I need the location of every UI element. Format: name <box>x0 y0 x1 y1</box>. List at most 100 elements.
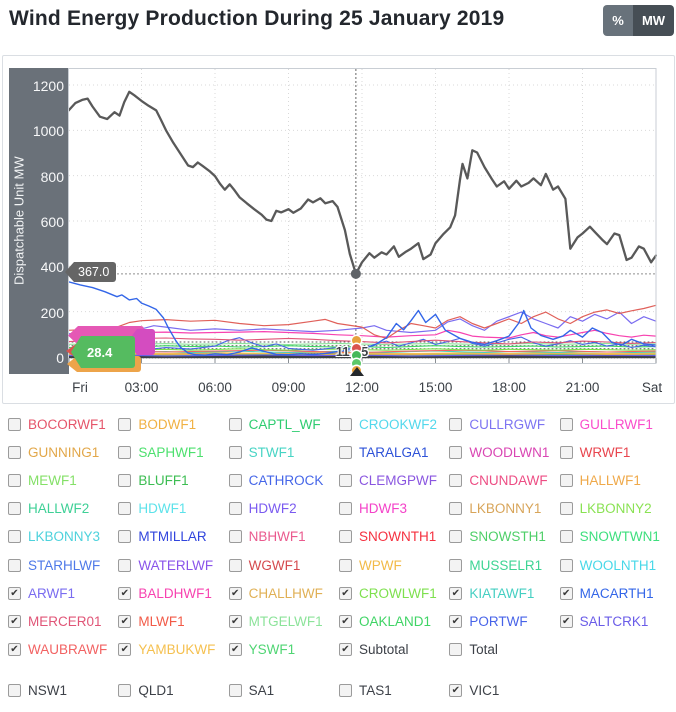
checkbox-HALLWF2[interactable] <box>8 502 21 516</box>
checkbox-SNOWSTH1[interactable] <box>449 530 463 544</box>
legend-item-CHALLHWF[interactable]: ✔ CHALLHWF <box>228 586 339 601</box>
legend-item-CAPTL_WF[interactable]: CAPTL_WF <box>228 417 339 432</box>
legend-item-SNOWNTH1[interactable]: SNOWNTH1 <box>339 529 449 544</box>
legend-item-YSWF1[interactable]: ✔ YSWF1 <box>228 642 339 657</box>
checkbox-TARALGA1[interactable] <box>339 445 352 459</box>
legend-item-TAS1[interactable]: TAS1 <box>339 683 449 698</box>
legend-item-WPWF[interactable]: WPWF <box>339 558 449 573</box>
checkbox-HDWF3[interactable] <box>339 502 352 516</box>
checkbox-BLUFF1[interactable] <box>118 473 132 487</box>
checkbox-VIC1[interactable]: ✔ <box>449 683 463 697</box>
checkbox-STWF1[interactable] <box>228 445 242 459</box>
legend-item-HDWF1[interactable]: HDWF1 <box>118 501 228 516</box>
legend-item-NBHWF1[interactable]: NBHWF1 <box>228 529 339 544</box>
plot-svg[interactable] <box>68 68 657 374</box>
checkbox-WATERLWF[interactable] <box>118 558 132 572</box>
checkbox-WGWF1[interactable] <box>228 558 242 572</box>
legend-item-QLD1[interactable]: QLD1 <box>118 683 228 698</box>
legend-item-STARHLWF[interactable]: STARHLWF <box>8 558 118 573</box>
checkbox-MLWF1[interactable]: ✔ <box>118 614 132 628</box>
checkbox-YSWF1[interactable]: ✔ <box>228 643 242 657</box>
legend-item-WATERLWF[interactable]: WATERLWF <box>118 558 228 573</box>
legend-item-YAMBUKWF[interactable]: ✔ YAMBUKWF <box>118 642 228 657</box>
checkbox-SA1[interactable] <box>228 683 242 697</box>
checkbox-CULLRGWF[interactable] <box>449 417 463 431</box>
checkbox-MTMILLAR[interactable] <box>118 530 132 544</box>
legend-item-CROWLWF1[interactable]: ✔ CROWLWF1 <box>339 586 449 601</box>
legend-item-MEWF1[interactable]: MEWF1 <box>8 473 118 488</box>
legend-item-CLEMGPWF[interactable]: CLEMGPWF <box>339 473 449 488</box>
legend-item-MUSSELR1[interactable]: MUSSELR1 <box>449 558 559 573</box>
legend-item-SA1[interactable]: SA1 <box>228 683 339 698</box>
legend-item-MERCER01[interactable]: ✔ MERCER01 <box>8 614 118 629</box>
legend-item-TARALGA1[interactable]: TARALGA1 <box>339 445 449 460</box>
checkbox-YAMBUKWF[interactable]: ✔ <box>118 643 132 657</box>
checkbox-SAPHWF1[interactable] <box>118 445 132 459</box>
checkbox-BOCORWF1[interactable] <box>8 417 21 431</box>
checkbox-BODWF1[interactable] <box>118 417 132 431</box>
checkbox-CLEMGPWF[interactable] <box>339 473 352 487</box>
legend-item-WAUBRAWF[interactable]: ✔ WAUBRAWF <box>8 642 118 657</box>
legend-item-HDWF3[interactable]: HDWF3 <box>339 501 449 516</box>
legend-item-LKBONNY2[interactable]: LKBONNY2 <box>559 501 670 516</box>
legend-item-PORTWF[interactable]: ✔ PORTWF <box>449 614 559 629</box>
legend-item-MTMILLAR[interactable]: MTMILLAR <box>118 529 228 544</box>
checkbox-ARWF1[interactable]: ✔ <box>8 586 21 600</box>
checkbox-CROOKWF2[interactable] <box>339 417 352 431</box>
legend-item-CULLRGWF[interactable]: CULLRGWF <box>449 417 559 432</box>
legend-item-WOODLWN1[interactable]: WOODLWN1 <box>449 445 559 460</box>
legend-item-SAPHWF1[interactable]: SAPHWF1 <box>118 445 228 460</box>
mw-toggle-button[interactable]: MW <box>633 5 674 36</box>
legend-item-STWF1[interactable]: STWF1 <box>228 445 339 460</box>
checkbox-Total[interactable] <box>449 643 463 657</box>
checkbox-MEWF1[interactable] <box>8 473 21 487</box>
checkbox-CAPTL_WF[interactable] <box>228 417 242 431</box>
legend-item-HALLWF2[interactable]: HALLWF2 <box>8 501 118 516</box>
checkbox-OAKLAND1[interactable]: ✔ <box>339 614 352 628</box>
checkbox-NSW1[interactable] <box>8 683 21 697</box>
checkbox-GUNNING1[interactable] <box>8 445 21 459</box>
legend-item-ARWF1[interactable]: ✔ ARWF1 <box>8 586 118 601</box>
legend-item-KIATAWF1[interactable]: ✔ KIATAWF1 <box>449 586 559 601</box>
checkbox-HALLWF1[interactable] <box>559 473 573 487</box>
legend-item-LKBONNY3[interactable]: LKBONNY3 <box>8 529 118 544</box>
legend-item-MACARTH1[interactable]: ✔ MACARTH1 <box>559 586 670 601</box>
checkbox-WOOLNTH1[interactable] <box>559 558 573 572</box>
checkbox-SNOWNTH1[interactable] <box>339 530 352 544</box>
legend-item-GUNNING1[interactable]: GUNNING1 <box>8 445 118 460</box>
checkbox-TAS1[interactable] <box>339 683 352 697</box>
checkbox-LKBONNY1[interactable] <box>449 502 463 516</box>
checkbox-HDWF2[interactable] <box>228 502 242 516</box>
legend-item-NSW1[interactable]: NSW1 <box>8 683 118 698</box>
legend-item-VIC1[interactable]: ✔ VIC1 <box>449 683 559 698</box>
checkbox-LKBONNY2[interactable] <box>559 502 573 516</box>
checkbox-WOODLWN1[interactable] <box>449 445 463 459</box>
checkbox-MERCER01[interactable]: ✔ <box>8 614 21 628</box>
legend-item-WOOLNTH1[interactable]: WOOLNTH1 <box>559 558 670 573</box>
legend-item-CNUNDAWF[interactable]: CNUNDAWF <box>449 473 559 488</box>
legend-item-HALLWF1[interactable]: HALLWF1 <box>559 473 670 488</box>
legend-item-CATHROCK[interactable]: CATHROCK <box>228 473 339 488</box>
legend-item-BLUFF1[interactable]: BLUFF1 <box>118 473 228 488</box>
checkbox-PORTWF[interactable]: ✔ <box>449 614 463 628</box>
checkbox-CNUNDAWF[interactable] <box>449 473 463 487</box>
legend-item-BALDHWF1[interactable]: ✔ BALDHWF1 <box>118 586 228 601</box>
checkbox-WPWF[interactable] <box>339 558 352 572</box>
checkbox-HDWF1[interactable] <box>118 502 132 516</box>
legend-item-WRWF1[interactable]: WRWF1 <box>559 445 670 460</box>
checkbox-Subtotal[interactable]: ✔ <box>339 643 352 657</box>
checkbox-MACARTH1[interactable]: ✔ <box>559 586 573 600</box>
checkbox-MUSSELR1[interactable] <box>449 558 463 572</box>
checkbox-CHALLHWF[interactable]: ✔ <box>228 586 242 600</box>
checkbox-CROWLWF1[interactable]: ✔ <box>339 586 352 600</box>
checkbox-SNOWTWN1[interactable] <box>559 530 573 544</box>
legend-item-CROOKWF2[interactable]: CROOKWF2 <box>339 417 449 432</box>
legend-item-GULLRWF1[interactable]: GULLRWF1 <box>559 417 670 432</box>
checkbox-CATHROCK[interactable] <box>228 473 242 487</box>
checkbox-BALDHWF1[interactable]: ✔ <box>118 586 132 600</box>
legend-item-OAKLAND1[interactable]: ✔ OAKLAND1 <box>339 614 449 629</box>
legend-item-MLWF1[interactable]: ✔ MLWF1 <box>118 614 228 629</box>
legend-item-BOCORWF1[interactable]: BOCORWF1 <box>8 417 118 432</box>
checkbox-NBHWF1[interactable] <box>228 530 242 544</box>
checkbox-KIATAWF1[interactable]: ✔ <box>449 586 463 600</box>
